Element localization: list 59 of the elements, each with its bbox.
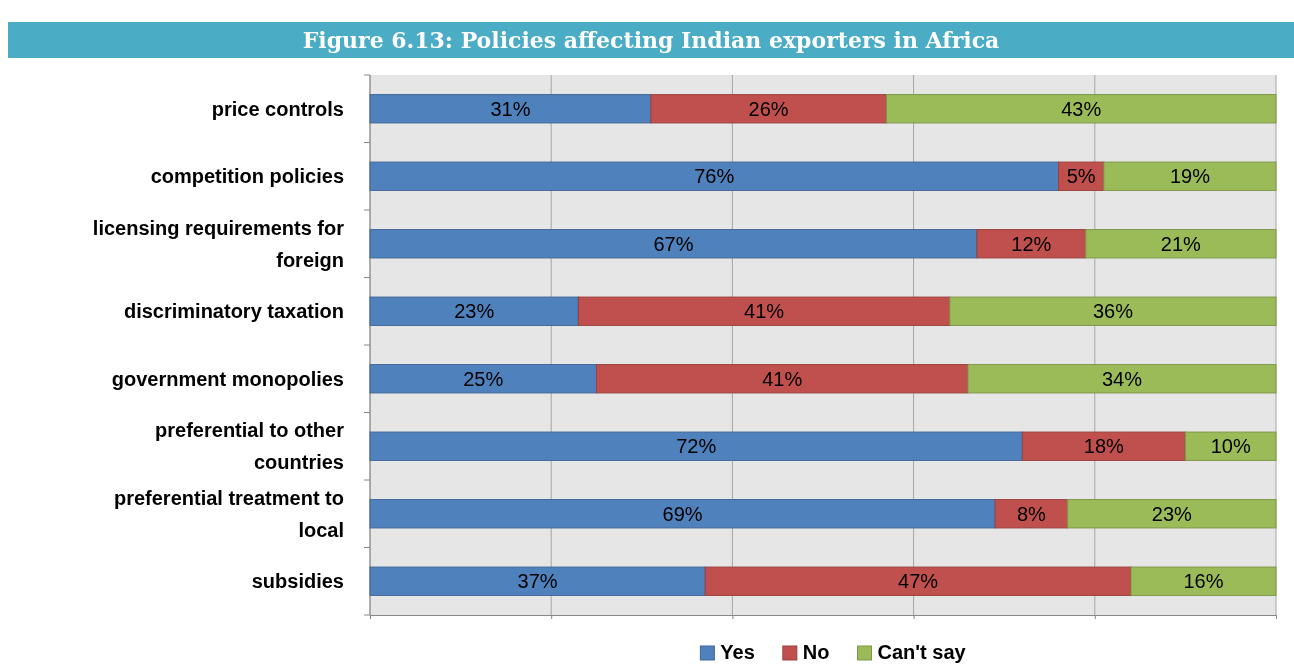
y-tick-label: discriminatory taxation <box>123 300 344 323</box>
bar <box>976 229 1087 259</box>
legend-label: No <box>802 641 830 663</box>
data-label: 36% <box>1092 300 1134 323</box>
data-label: 34% <box>1101 367 1143 390</box>
data-label: 5% <box>1066 165 1096 188</box>
data-label: 69% <box>662 502 703 525</box>
bar <box>369 161 1060 191</box>
y-tick-label: competition policies <box>150 165 344 188</box>
data-label: 10% <box>1210 435 1251 458</box>
legend-label: Yes <box>720 641 755 663</box>
data-label: 23% <box>1151 502 1193 525</box>
y-tick-label: price controls <box>211 97 344 120</box>
data-label: 72% <box>676 435 717 458</box>
bar <box>1184 431 1277 461</box>
data-label: 26% <box>748 97 789 120</box>
y-tick-label: government monopolies <box>111 367 344 390</box>
bar <box>1021 431 1186 461</box>
y-tick-label: preferential to other countries <box>155 419 345 474</box>
y-tick-label: licensing requirements for foreign <box>92 216 345 271</box>
data-label: 41% <box>762 367 803 390</box>
data-label: 19% <box>1169 165 1211 188</box>
data-label: 67% <box>653 232 694 255</box>
bar <box>994 499 1069 529</box>
bar <box>650 94 887 124</box>
data-label: 76% <box>694 165 735 188</box>
data-label: 25% <box>463 367 504 390</box>
data-label: 12% <box>1011 232 1052 255</box>
data-label: 23% <box>454 300 495 323</box>
data-label: 31% <box>490 97 531 120</box>
data-label: 21% <box>1160 232 1202 255</box>
data-label: 43% <box>1061 97 1102 120</box>
bar <box>1085 229 1277 259</box>
legend-label: Can't say <box>877 641 967 663</box>
bar <box>1130 566 1277 596</box>
bar <box>369 94 652 124</box>
bar <box>369 229 978 259</box>
bar <box>1067 499 1277 529</box>
data-label: 18% <box>1083 435 1125 458</box>
bar <box>577 296 951 326</box>
bar <box>369 566 706 596</box>
bar <box>596 364 969 394</box>
chart-title: Figure 6.13: Policies affecting Indian exporters in Africa <box>302 27 1000 53</box>
data-label: 8% <box>1016 502 1047 525</box>
data-label: 47% <box>898 570 939 593</box>
bar <box>369 499 996 529</box>
bar <box>967 364 1277 394</box>
bar <box>704 566 1132 596</box>
data-label: 41% <box>744 300 785 323</box>
data-label: 16% <box>1183 570 1224 593</box>
bar <box>1103 161 1277 191</box>
bar <box>885 94 1277 124</box>
y-tick-label: subsidies <box>251 570 344 593</box>
bar <box>369 296 579 326</box>
data-label: 37% <box>517 570 558 593</box>
bar <box>369 431 1023 461</box>
bar <box>949 296 1277 326</box>
bar <box>369 364 597 394</box>
y-tick-label: preferential treatment to local <box>113 486 344 541</box>
